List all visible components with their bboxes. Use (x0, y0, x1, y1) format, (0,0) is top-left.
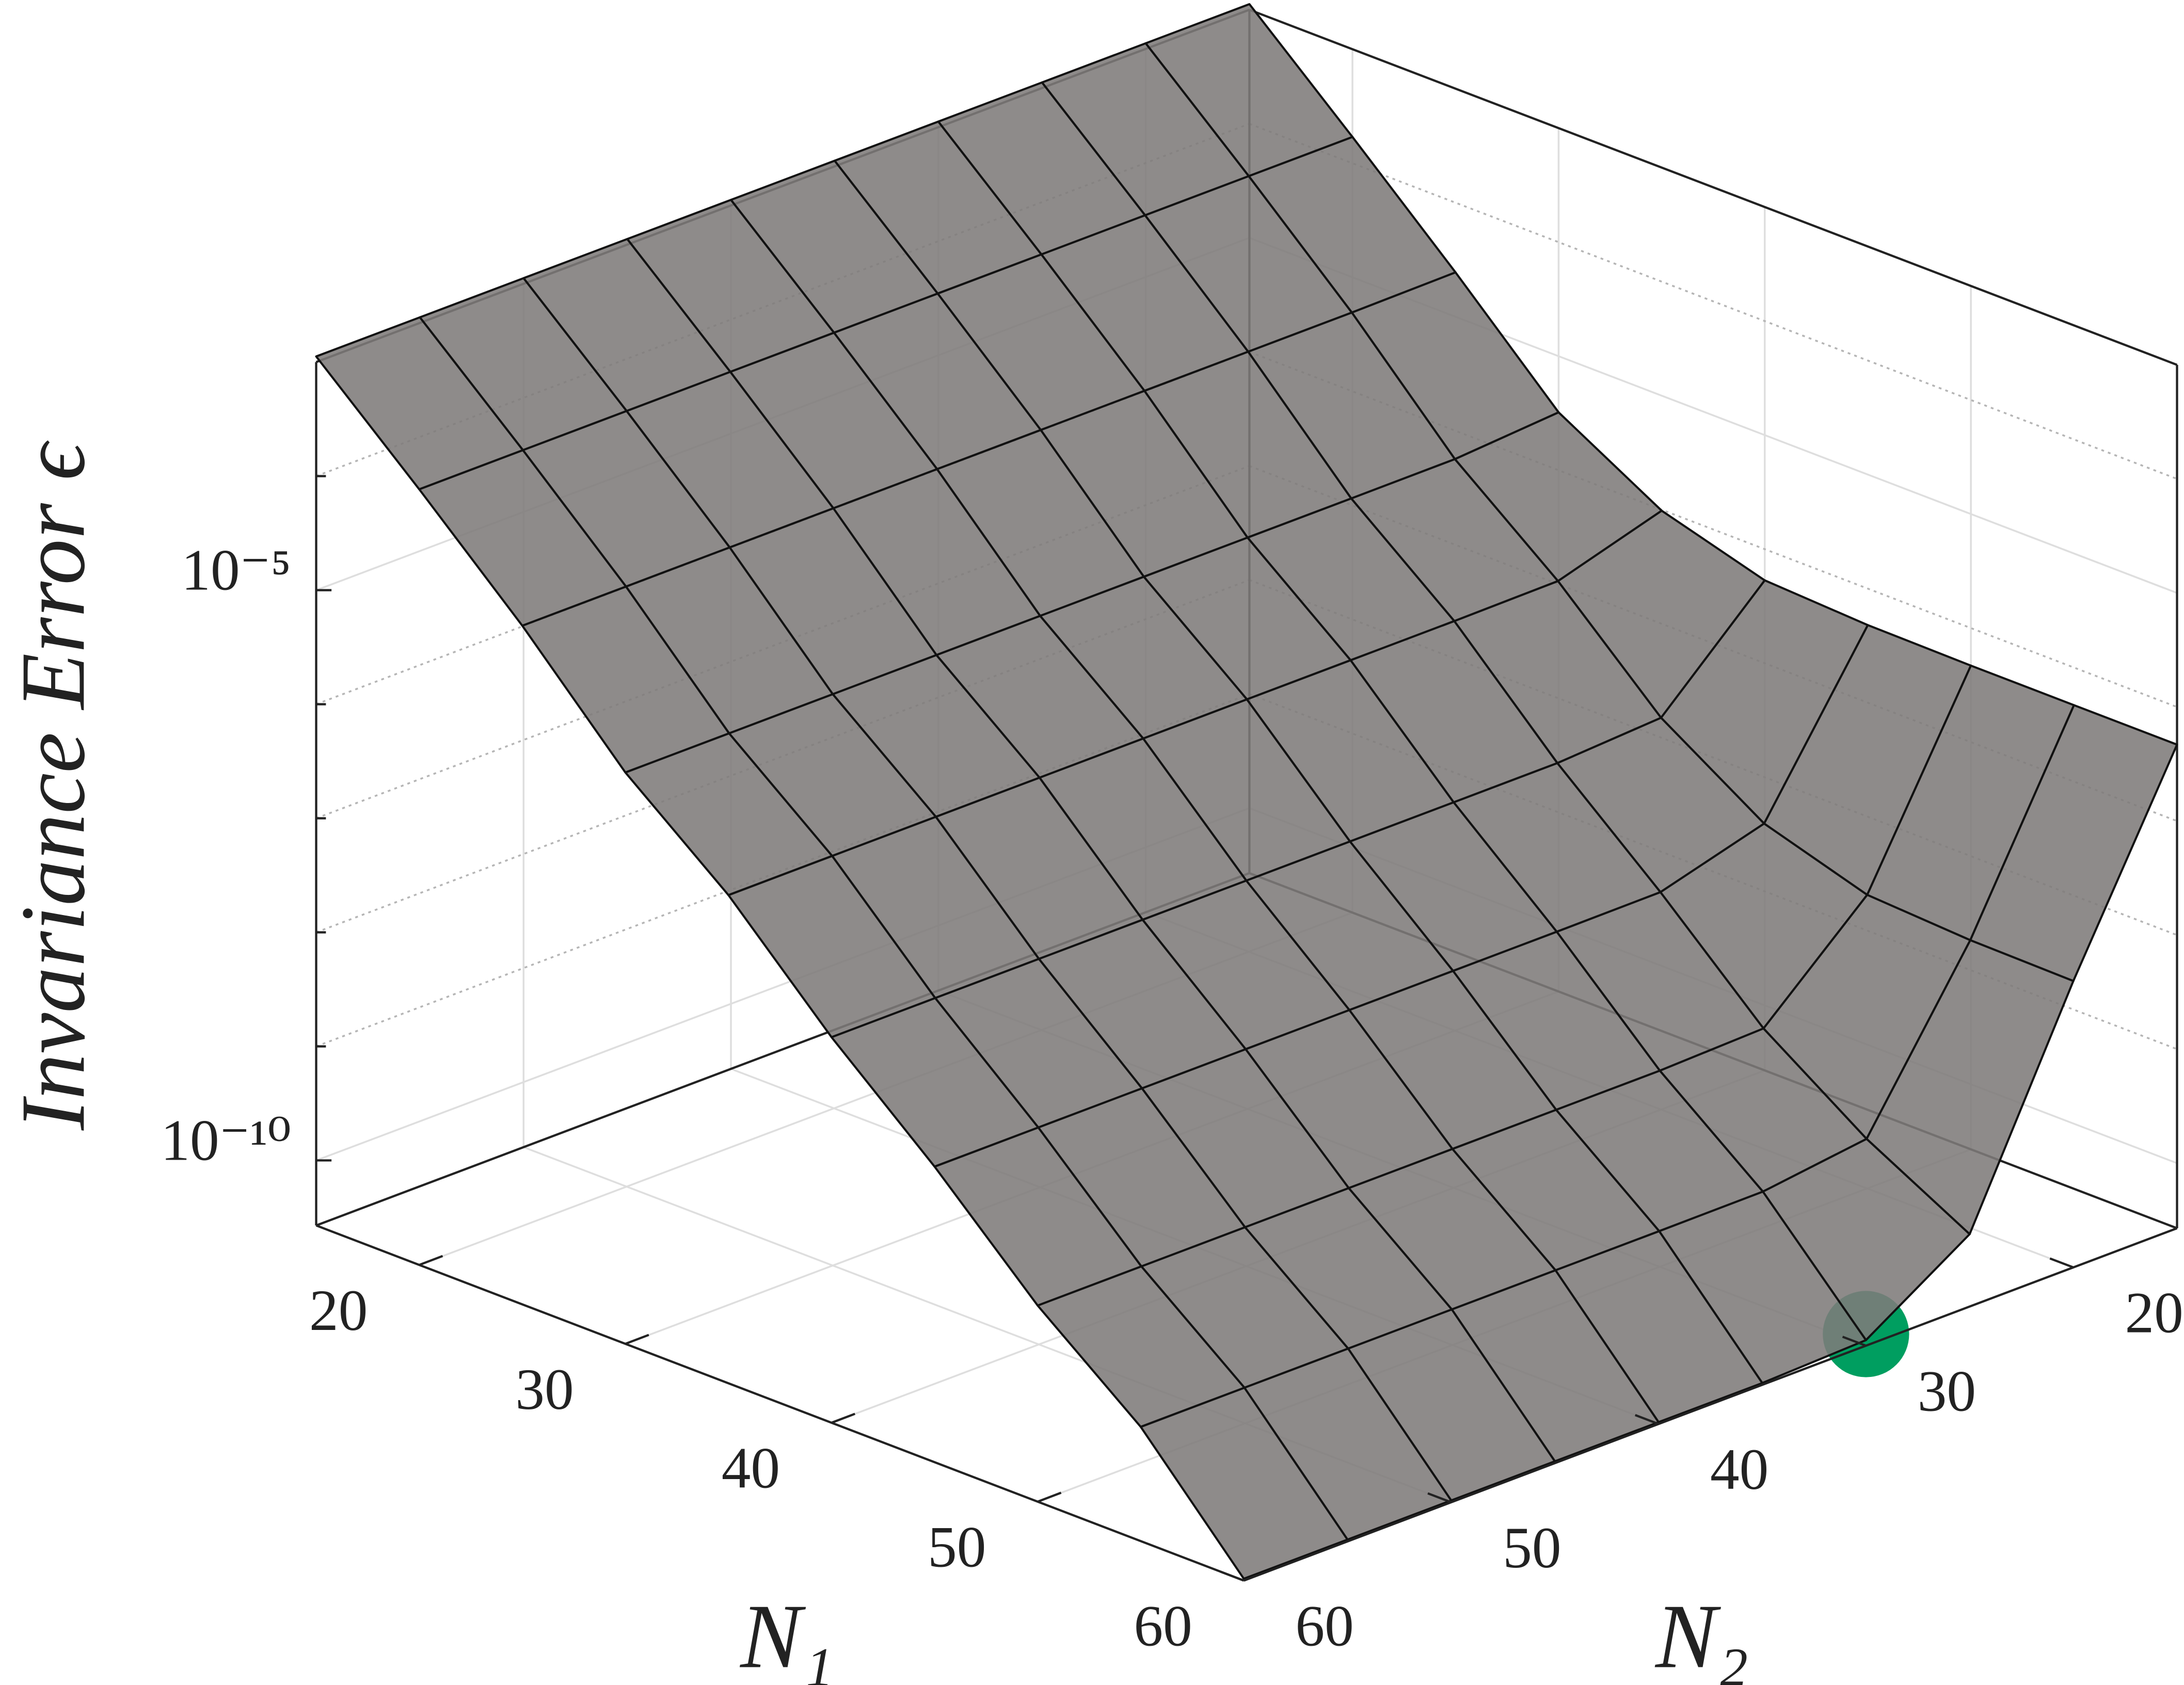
y-tick (1635, 1414, 1659, 1425)
minor-grid-line (1249, 351, 2178, 708)
x-tick-label: 20 (309, 1278, 368, 1343)
y-tick (1842, 1336, 1867, 1347)
minor-grid-line (1249, 123, 2178, 480)
z-axis-label: Invariance Error ϵ (2, 440, 104, 1131)
z-tick-label: 10⁻⁵ (181, 538, 291, 603)
x-tick (419, 1255, 443, 1266)
y-tick-label: 60 (1295, 1593, 1353, 1658)
x-axis-label: N₁ (739, 1585, 834, 1685)
box-edge (1249, 8, 2178, 366)
x-tick (1243, 1570, 1268, 1582)
x-tick (1037, 1491, 1062, 1503)
y-tick (1220, 1570, 1245, 1582)
y-axis-label: N₂ (1654, 1585, 1749, 1685)
surface-patch (1139, 1386, 1349, 1580)
y-tick-label: 20 (2125, 1280, 2183, 1345)
y-tick-label: 30 (1918, 1358, 1976, 1423)
y-tick-label: 50 (1503, 1515, 1561, 1580)
x-tick-label: 30 (515, 1357, 573, 1422)
x-tick-label: 60 (1134, 1593, 1192, 1658)
x-tick (625, 1334, 649, 1345)
x-tick-label: 40 (722, 1436, 780, 1501)
x-tick (831, 1413, 856, 1424)
y-tick-label: 40 (1710, 1437, 1768, 1502)
y-tick (1427, 1492, 1452, 1503)
x-tick-label: 50 (928, 1515, 986, 1580)
y-tick (2049, 1257, 2074, 1269)
box-edge (1243, 1227, 2178, 1582)
z-tick-label: 10⁻¹⁰ (161, 1108, 291, 1173)
box-edge (315, 1224, 1245, 1582)
